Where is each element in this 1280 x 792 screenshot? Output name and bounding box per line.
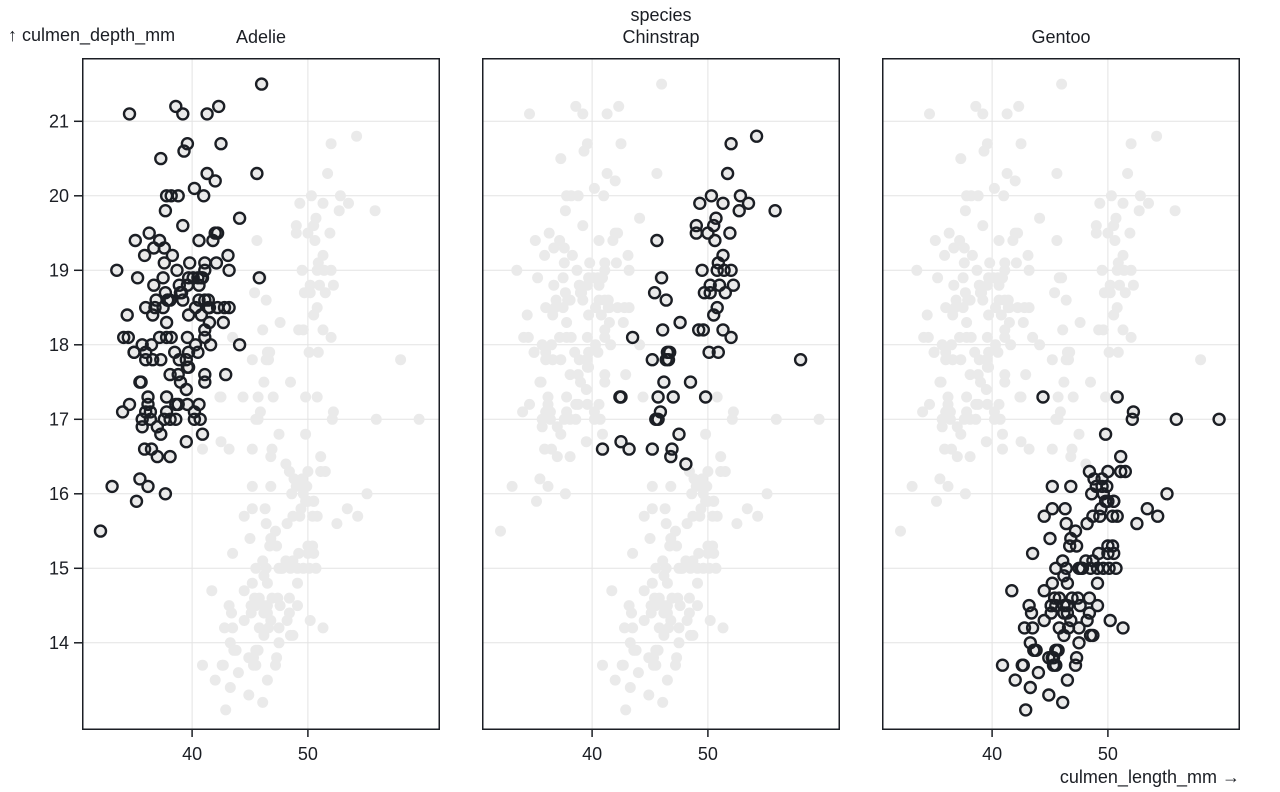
svg-text:14: 14 [49,633,69,653]
svg-text:15: 15 [49,558,69,578]
facet-plot-adelie: 40 50 14 15 16 17 18 19 20 21 [49,58,440,764]
facet-plot-chinstrap: 40 50 [482,58,840,764]
svg-text:20: 20 [49,186,69,206]
svg-text:18: 18 [49,335,69,355]
svg-text:40: 40 [182,744,202,764]
facet-axis-title: species [630,5,692,25]
facet-plot-gentoo: 40 50 [882,58,1240,764]
svg-text:50: 50 [1098,744,1118,764]
y-axis-title: ↑ culmen_depth_mm [8,25,176,45]
svg-text:50: 50 [298,744,318,764]
facet-label-chinstrap: Chinstrap [622,27,700,47]
svg-text:50: 50 [698,744,718,764]
svg-text:40: 40 [582,744,602,764]
svg-text:17: 17 [49,409,69,429]
svg-text:19: 19 [49,260,69,280]
svg-text:16: 16 [49,484,69,504]
x-axis-title: culmen_length_mm → [1059,767,1240,787]
svg-text:40: 40 [982,744,1002,764]
svg-text:21: 21 [49,111,69,131]
facet-label-gentoo: Gentoo [1031,27,1091,47]
facet-label-adelie: Adelie [235,27,287,47]
